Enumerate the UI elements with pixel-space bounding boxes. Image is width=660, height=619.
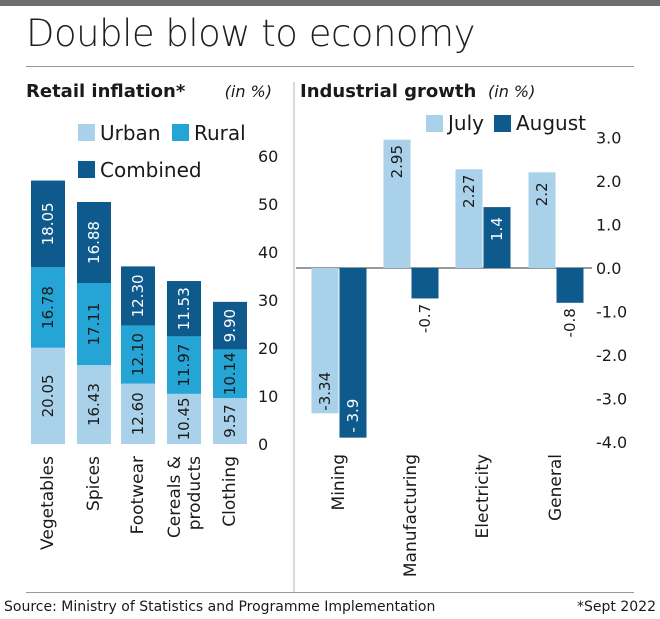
- legend-label-rural: Rural: [194, 121, 246, 145]
- industrial-data-label: -3.34: [316, 372, 334, 411]
- retail-y-tick-label: 20: [258, 339, 278, 358]
- retail-category-label: products: [185, 456, 205, 530]
- industrial-bar-august: [483, 207, 511, 268]
- retail-y-tick-label: 40: [258, 243, 278, 262]
- retail-data-label: 17.11: [85, 303, 103, 346]
- industrial-data-label: 2.95: [388, 145, 406, 178]
- retail-data-label: 10.14: [221, 352, 239, 395]
- industrial-category-label: General: [546, 454, 566, 521]
- industrial-bar-july: [528, 172, 556, 268]
- legend-swatch-july: [426, 115, 443, 132]
- retail-y-tick-label: 10: [258, 387, 278, 406]
- retail-data-label: 16.43: [85, 383, 103, 426]
- industrial-data-label: 2.2: [533, 182, 551, 206]
- industrial-y-tick-label: -1.0: [596, 303, 627, 322]
- retail-bar-rural: [213, 349, 247, 399]
- industrial-chart-subtitle: (in %): [488, 82, 535, 101]
- industrial-bar-august: [411, 268, 439, 299]
- retail-bar-combined: [121, 266, 155, 326]
- industrial-bar-july: [455, 169, 483, 268]
- industrial-y-tick-label: -4.0: [596, 433, 627, 452]
- industrial-bar-august: [556, 268, 584, 303]
- retail-data-label: 18.05: [39, 202, 57, 245]
- retail-bar-urban: [77, 365, 111, 444]
- industrial-chart-title: Industrial growth: [300, 81, 476, 102]
- headline-rule: [26, 66, 634, 67]
- legend-label-urban: Urban: [100, 121, 161, 145]
- date-footnote: *Sept 2022: [577, 599, 656, 615]
- retail-y-tick-label: 30: [258, 291, 278, 310]
- retail-bar-urban: [31, 347, 65, 444]
- industrial-y-tick-label: -3.0: [596, 390, 627, 409]
- industrial-category-label: Manufacturing: [401, 454, 421, 577]
- retail-data-label: 12.10: [129, 333, 147, 376]
- retail-data-label: 12.60: [129, 392, 147, 435]
- industrial-bar-july: [383, 139, 411, 268]
- retail-data-label: 11.97: [175, 344, 193, 387]
- retail-data-label: 16.88: [85, 221, 103, 264]
- retail-chart-subtitle: (in %): [225, 82, 272, 101]
- footer-rule: [26, 592, 634, 593]
- retail-bar-combined: [31, 180, 65, 268]
- retail-bar-rural: [167, 336, 201, 394]
- retail-chart-title: Retail inflation*: [26, 81, 186, 102]
- industrial-data-label: 2.27: [460, 175, 478, 208]
- industrial-y-tick-label: -2.0: [596, 346, 627, 365]
- legend-swatch-combined: [78, 161, 95, 178]
- page-headline: Double blow to economy: [26, 12, 475, 55]
- industrial-y-tick-label: 0.0: [596, 259, 621, 278]
- legend-swatch-august: [494, 115, 511, 132]
- retail-data-label: 20.05: [39, 374, 57, 417]
- retail-bar-urban: [121, 383, 155, 444]
- industrial-data-label: -0.7: [416, 304, 434, 333]
- industrial-data-label: -0.8: [561, 308, 579, 337]
- retail-bar-rural: [121, 325, 155, 384]
- retail-category-label: Spices: [84, 456, 104, 511]
- retail-bar-combined: [213, 301, 247, 350]
- retail-bar-urban: [213, 398, 247, 444]
- legend-label-july: July: [446, 111, 484, 135]
- retail-category-label: Vegetables: [38, 456, 58, 550]
- retail-data-label: 11.53: [175, 287, 193, 330]
- retail-data-label: 9.90: [221, 309, 239, 342]
- industrial-y-tick-label: 3.0: [596, 129, 621, 148]
- industrial-y-tick-label: 2.0: [596, 172, 621, 191]
- retail-bar-rural: [77, 283, 111, 366]
- retail-category-label: Footwear: [128, 456, 148, 534]
- retail-data-label: 16.78: [39, 286, 57, 329]
- retail-bar-rural: [31, 267, 65, 348]
- retail-y-tick-label: 0: [258, 435, 268, 454]
- retail-data-label: 12.30: [129, 274, 147, 317]
- retail-data-label: 10.45: [175, 397, 193, 440]
- industrial-data-label: - 3.9: [344, 399, 362, 433]
- top-accent-bar: [0, 0, 660, 6]
- legend-swatch-urban: [78, 124, 95, 141]
- legend-label-august: August: [516, 111, 586, 135]
- industrial-bar-august: [339, 268, 367, 438]
- retail-bar-urban: [167, 393, 201, 444]
- source-note: Source: Ministry of Statistics and Progr…: [4, 599, 436, 615]
- retail-y-tick-label: 60: [258, 147, 278, 166]
- retail-category-label: Cereals &: [165, 456, 185, 538]
- industrial-data-label: 1.4: [488, 217, 506, 241]
- industrial-bar-july: [311, 268, 339, 414]
- industrial-category-label: Electricity: [473, 454, 493, 538]
- legend-label-combined: Combined: [100, 158, 202, 182]
- industrial-category-label: Mining: [329, 454, 349, 510]
- retail-data-label: 9.57: [221, 404, 239, 437]
- retail-bar-combined: [77, 201, 111, 284]
- retail-bar-combined: [167, 281, 201, 337]
- industrial-y-tick-label: 1.0: [596, 216, 621, 235]
- retail-y-tick-label: 50: [258, 195, 278, 214]
- retail-category-label: Clothing: [220, 456, 240, 527]
- legend-swatch-rural: [172, 124, 189, 141]
